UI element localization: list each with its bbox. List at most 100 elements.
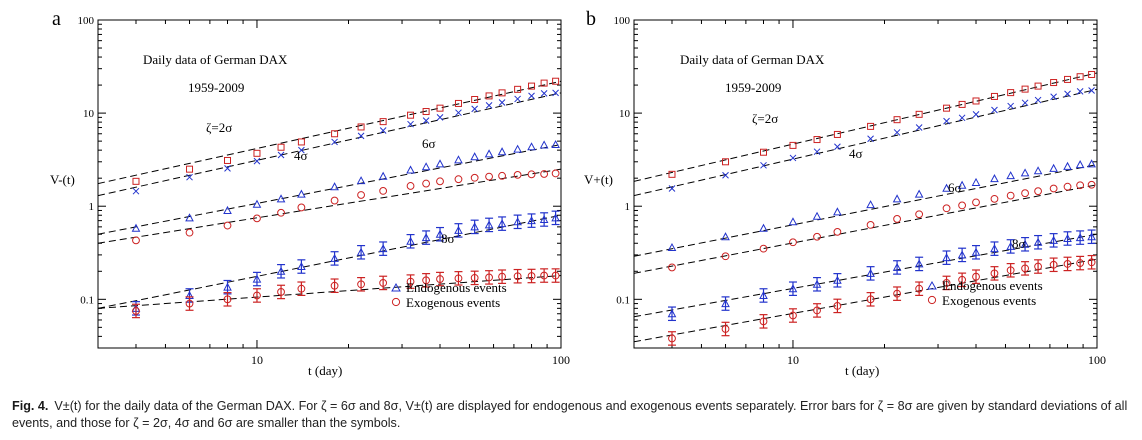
data-point-square	[436, 104, 444, 112]
data-point-cross	[485, 102, 493, 109]
data-point-circle	[958, 201, 967, 210]
data-point-triangle	[914, 189, 924, 198]
data-point-square	[990, 92, 998, 100]
data-point-square	[331, 130, 339, 138]
data-point-triangle	[223, 282, 232, 291]
data-point-cross	[1076, 88, 1084, 95]
x-tick-label: 100	[552, 353, 570, 367]
data-point-circle	[1076, 181, 1085, 190]
data-point-square	[958, 100, 966, 108]
data-point-circle	[893, 215, 901, 223]
fit-line	[97, 144, 562, 235]
data-point-triangle	[252, 274, 262, 283]
y-axis-label-a: V-(t)	[50, 172, 75, 187]
data-point-triangle	[990, 174, 999, 183]
data-point-circle	[297, 284, 306, 293]
data-point-triangle	[470, 152, 479, 161]
data-point-cross	[357, 132, 365, 140]
data-point-circle	[1087, 180, 1096, 189]
data-point-circle	[972, 198, 980, 207]
legend-triangle-marker-a	[391, 282, 401, 292]
data-point-circle	[833, 227, 842, 236]
data-point-circle	[915, 210, 924, 219]
data-point-triangle	[1049, 163, 1058, 172]
fit-line	[97, 92, 562, 197]
data-point-circle	[1034, 187, 1042, 196]
fit-line	[633, 164, 1098, 257]
data-point-cross	[298, 146, 305, 154]
data-point-triangle	[721, 299, 730, 308]
fit-line	[633, 184, 1098, 274]
data-point-circle	[498, 171, 506, 180]
data-point-triangle	[297, 261, 306, 271]
legend-exogenous-b: Exogenous events	[942, 293, 1036, 308]
data-point-square	[972, 97, 980, 105]
data-point-circle	[942, 279, 951, 287]
data-point-cross	[943, 117, 950, 125]
data-point-circle	[223, 295, 232, 304]
data-point-circle	[813, 232, 821, 241]
data-point-square	[1050, 79, 1058, 87]
data-point-square	[407, 111, 415, 119]
data-point-square	[514, 85, 522, 93]
chart-subtitle-a: 1959-2009	[188, 80, 244, 95]
data-point-circle	[990, 269, 999, 278]
data-point-cross	[1007, 102, 1015, 110]
data-point-triangle	[1049, 235, 1058, 244]
data-point-circle	[721, 252, 730, 261]
data-point-square	[379, 118, 387, 126]
data-point-circle	[470, 173, 479, 182]
y-axis-label-b: V+(t)	[584, 172, 613, 187]
data-point-circle	[330, 281, 339, 290]
panel-label-b: b	[586, 8, 596, 30]
data-point-triangle	[356, 176, 366, 185]
panel-b: b 10 100 0.1 1 10 100 Daily data of German DA…	[584, 8, 1106, 378]
data-point-triangle	[1087, 159, 1096, 168]
y-tick-label: 100	[614, 15, 631, 27]
data-point-circle	[513, 272, 522, 281]
data-point-cross	[867, 135, 874, 143]
data-point-circle	[132, 307, 140, 315]
data-point-circle	[436, 275, 444, 283]
data-point-triangle	[223, 205, 232, 214]
legend-endogenous-b: Endogenous events	[942, 278, 1043, 293]
data-point-triangle	[454, 155, 463, 164]
data-point-square	[485, 92, 493, 100]
y-tick-label: 1	[89, 201, 95, 213]
data-point-triangle	[942, 253, 951, 262]
data-point-triangle	[421, 233, 431, 242]
data-point-triangle	[1063, 161, 1072, 170]
data-point-square	[1021, 85, 1029, 93]
y-tick-label: 100	[78, 15, 95, 27]
data-point-cross	[436, 114, 444, 121]
data-point-cross	[789, 154, 797, 162]
data-point-cross	[915, 124, 923, 131]
data-point-circle	[551, 169, 560, 178]
data-point-cross	[186, 173, 193, 181]
data-point-cross	[972, 110, 980, 118]
data-point-circle	[789, 238, 797, 247]
data-point-square	[132, 177, 140, 185]
data-point-square	[297, 138, 305, 146]
data-point-cross	[540, 89, 548, 97]
data-point-triangle	[484, 149, 494, 158]
data-point-cross	[132, 187, 140, 195]
data-point-circle	[1021, 264, 1029, 273]
data-point-triangle	[1006, 171, 1015, 180]
data-point-cross	[958, 114, 966, 122]
caption-figure-label: Fig. 4.	[12, 399, 49, 413]
x-axis-label-a: t (day)	[308, 363, 342, 378]
data-point-circle	[866, 295, 875, 304]
data-point-triangle	[759, 223, 768, 232]
data-point-triangle	[892, 262, 902, 271]
data-point-triangle	[1020, 239, 1030, 248]
y-tick-label: 10	[619, 108, 631, 120]
data-point-triangle	[721, 232, 730, 241]
data-point-circle	[422, 179, 431, 188]
data-point-triangle	[914, 259, 924, 268]
data-point-triangle	[866, 268, 875, 277]
data-point-triangle	[1033, 237, 1043, 246]
fit-line	[633, 233, 1098, 318]
data-point-square	[833, 130, 841, 138]
data-point-circle	[1063, 182, 1072, 191]
